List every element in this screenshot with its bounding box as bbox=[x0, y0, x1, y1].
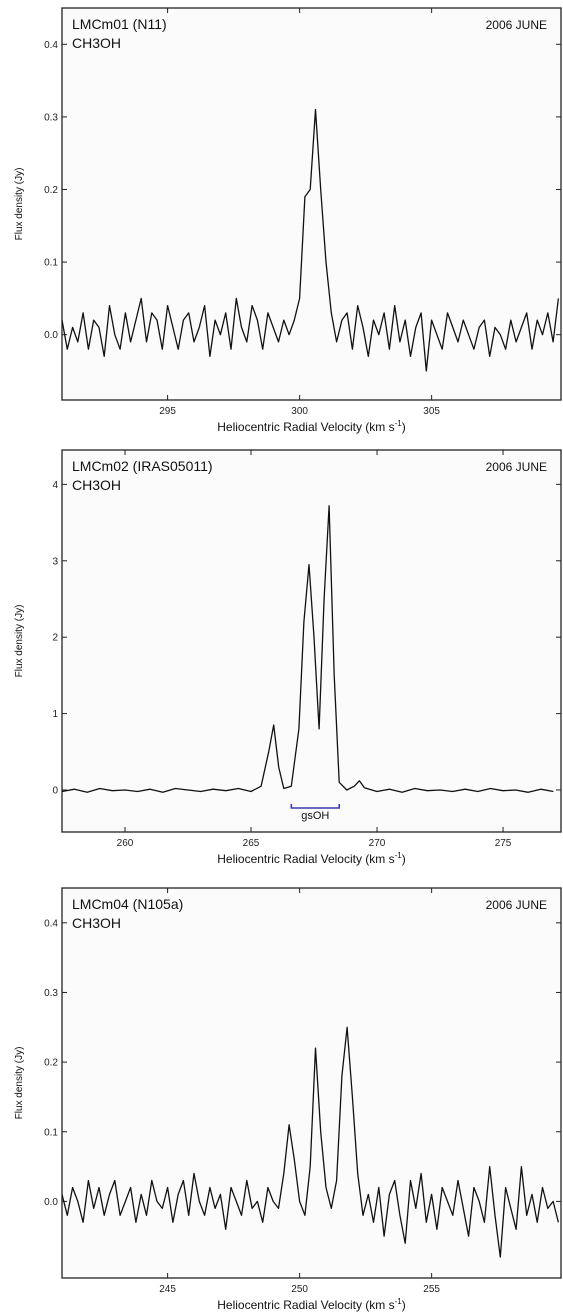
observation-date: 2006 JUNE bbox=[486, 18, 547, 32]
y-tick-label: 0.3 bbox=[44, 112, 58, 123]
plot-frame bbox=[61, 7, 562, 401]
y-tick-label: 2 bbox=[52, 633, 58, 644]
x-axis-label: Heliocentric Radial Velocity (km s-1) bbox=[217, 851, 406, 866]
x-tick-label: 245 bbox=[159, 1284, 176, 1295]
spectrum-panel-2: 0 1 2 3 4 260 265 270 275 gsOH LMCm02 (IRAS05011) C… bbox=[0, 440, 563, 880]
spectrum-chart-2: 0 1 2 3 4 260 265 270 275 gsOH LMCm02 (IRAS05011) C… bbox=[14, 449, 562, 866]
spectrum-line bbox=[62, 1026, 560, 1258]
x-tick-label: 255 bbox=[423, 1284, 440, 1295]
y-tick-label: 4 bbox=[52, 480, 58, 491]
y-axis-label: Flux density (Jy) bbox=[14, 168, 25, 241]
x-tick-label: 295 bbox=[159, 406, 176, 417]
y-tick-label: 0.0 bbox=[44, 1197, 58, 1208]
y-tick-label: 0.3 bbox=[44, 988, 58, 999]
spectrum-panel-1: 0.0 0.1 0.2 0.3 0.4 295 300 305 LMCm01 (N11) CH3O… bbox=[0, 0, 563, 440]
y-axis-label: Flux density (Jy) bbox=[14, 605, 25, 678]
gsoh-label: gsOH bbox=[301, 810, 329, 822]
source-name: LMCm04 (N105a) bbox=[72, 896, 183, 912]
y-tick-label: 0.0 bbox=[44, 330, 58, 341]
y-tick-label: 0.4 bbox=[44, 918, 58, 929]
y-tick-label: 1 bbox=[52, 709, 58, 720]
y-tick-label: 0.1 bbox=[44, 1127, 58, 1138]
plot-frame bbox=[61, 887, 562, 1279]
y-tick-label: 3 bbox=[52, 556, 58, 567]
y-tick-label: 0.2 bbox=[44, 1058, 58, 1069]
x-tick-label: 275 bbox=[495, 838, 512, 849]
x-axis-label: Heliocentric Radial Velocity (km s-1) bbox=[217, 419, 406, 434]
x-tick-label: 250 bbox=[291, 1284, 308, 1295]
source-name: LMCm02 (IRAS05011) bbox=[72, 458, 213, 474]
y-tick-label: 0.2 bbox=[44, 185, 58, 196]
x-tick-label: 305 bbox=[423, 406, 440, 417]
molecule-label: CH3OH bbox=[72, 915, 121, 931]
spectrum-chart-3: 0.0 0.1 0.2 0.3 0.4 245 250 255 LMCm04 (N105a) CH… bbox=[14, 887, 562, 1312]
molecule-label: CH3OH bbox=[72, 477, 121, 493]
molecule-label: CH3OH bbox=[72, 35, 121, 51]
spectrum-line bbox=[62, 505, 554, 793]
y-tick-label: 0 bbox=[52, 785, 58, 796]
spectrum-line bbox=[62, 108, 560, 372]
source-name: LMCm01 (N11) bbox=[72, 16, 167, 32]
spectrum-chart-1: 0.0 0.1 0.2 0.3 0.4 295 300 305 LMCm01 (N11) CH3O… bbox=[14, 7, 562, 434]
observation-date: 2006 JUNE bbox=[486, 898, 547, 912]
x-tick-label: 260 bbox=[117, 838, 134, 849]
gsoh-bracket bbox=[290, 804, 341, 809]
x-tick-label: 265 bbox=[243, 838, 260, 849]
y-axis-label: Flux density (Jy) bbox=[14, 1047, 25, 1120]
observation-date: 2006 JUNE bbox=[486, 460, 547, 474]
spectrum-panel-3: 0.0 0.1 0.2 0.3 0.4 245 250 255 LMCm04 (N105a) CH… bbox=[0, 880, 563, 1315]
y-tick-label: 0.4 bbox=[44, 40, 58, 51]
plot-frame bbox=[61, 449, 562, 833]
x-tick-label: 300 bbox=[291, 406, 308, 417]
y-tick-label: 0.1 bbox=[44, 258, 58, 269]
x-axis-label: Heliocentric Radial Velocity (km s-1) bbox=[217, 1297, 406, 1312]
x-tick-label: 270 bbox=[369, 838, 386, 849]
